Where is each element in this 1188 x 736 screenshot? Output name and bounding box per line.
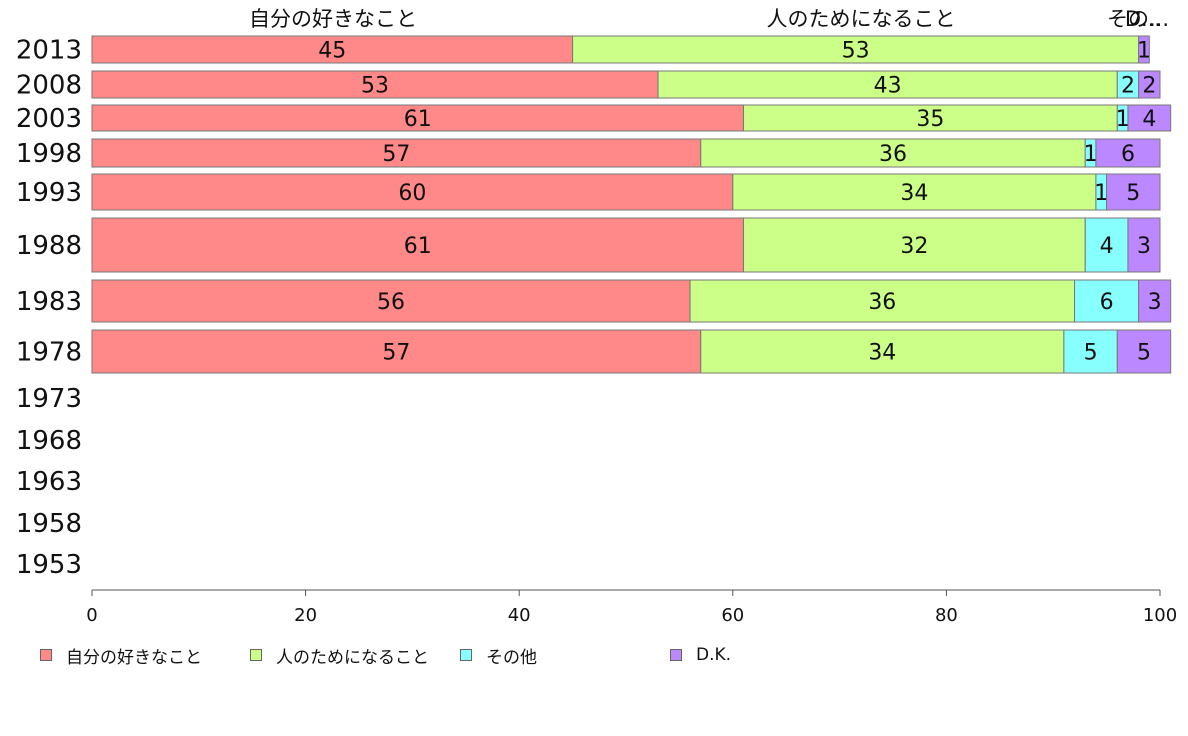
bar-1988-series-1	[742, 217, 1086, 273]
bar-2003-series-3	[1127, 104, 1172, 132]
bar-value-1998-series-3: 6	[1121, 142, 1135, 167]
bar-1978-series-0	[91, 329, 702, 374]
year-label-2013: 2013	[16, 36, 82, 66]
column-header-3: D...	[1125, 7, 1161, 31]
bar-value-2013-series-0: 45	[318, 39, 346, 64]
bar-value-1978-series-0: 57	[382, 341, 410, 366]
legend-swatch-dk	[670, 649, 682, 661]
year-label-1983: 1983	[16, 287, 82, 317]
bar-value-1983-series-1: 36	[868, 290, 896, 315]
bar-value-1993-series-3: 5	[1126, 181, 1140, 206]
bar-value-2013-series-3: 1	[1137, 39, 1151, 64]
column-header-1: 人のためになること	[767, 7, 956, 31]
bar-value-1978-series-3: 5	[1137, 341, 1151, 366]
x-tick-label-80: 80	[935, 605, 958, 626]
bar-value-1998-series-2: 1	[1084, 142, 1098, 167]
column-header-0: 自分の好きなこと	[249, 7, 417, 31]
bar-1988-series-0	[91, 217, 744, 273]
bar-1983-series-1	[689, 279, 1076, 323]
bar-1978-series-2	[1063, 329, 1118, 374]
year-label-1963: 1963	[16, 467, 82, 497]
bar-2013-series-0	[91, 35, 574, 64]
bar-value-1983-series-0: 56	[377, 290, 405, 315]
bar-1983-series-3	[1138, 279, 1172, 323]
bar-value-2008-series-2: 2	[1121, 74, 1135, 99]
bar-1988-series-2	[1084, 217, 1129, 273]
bar-value-2003-series-2: 1	[1116, 107, 1130, 132]
year-label-1998: 1998	[16, 139, 82, 169]
legend-item-like: 自分の好きなこと	[40, 643, 202, 668]
bar-2003-series-0	[91, 104, 744, 132]
bar-value-1988-series-0: 61	[404, 234, 432, 259]
bar-2008-series-0	[91, 70, 659, 99]
bar-value-2003-series-0: 61	[404, 107, 432, 132]
bar-value-1993-series-2: 1	[1094, 181, 1108, 206]
x-tick-label-20: 20	[294, 605, 317, 626]
legend-item-dk: D.K.	[670, 643, 731, 667]
bar-value-2003-series-1: 35	[916, 107, 944, 132]
bar-value-1988-series-2: 4	[1100, 234, 1114, 259]
year-label-2008: 2008	[16, 71, 82, 101]
bar-value-1983-series-2: 6	[1100, 290, 1114, 315]
x-tick-label-0: 0	[86, 605, 97, 626]
legend-swatch-other	[460, 649, 472, 661]
year-label-1953: 1953	[16, 550, 82, 580]
bar-value-1998-series-0: 57	[382, 142, 410, 167]
bar-2003-series-1	[742, 104, 1118, 132]
bar-value-1993-series-1: 34	[900, 181, 928, 206]
bar-1993-series-3	[1106, 173, 1161, 211]
bar-1998-series-3	[1095, 138, 1161, 168]
year-label-1988: 1988	[16, 231, 82, 261]
legend-swatch-others	[250, 649, 262, 661]
year-label-1978: 1978	[16, 338, 82, 368]
bar-2008-series-3	[1138, 70, 1161, 99]
bar-2008-series-1	[657, 70, 1118, 99]
bar-1983-series-0	[91, 279, 691, 323]
year-label-1958: 1958	[16, 509, 82, 539]
x-tick-label-100: 100	[1143, 605, 1177, 626]
bar-value-2008-series-0: 53	[361, 74, 389, 99]
bar-value-1983-series-3: 3	[1148, 290, 1162, 315]
year-label-2003: 2003	[16, 104, 82, 134]
legend-item-others: 人のためになること	[250, 643, 429, 668]
column-header-2: その...	[1107, 7, 1169, 31]
bar-1983-series-2	[1074, 279, 1140, 323]
x-tick-label-60: 60	[721, 605, 744, 626]
legend-label-other: その他	[486, 647, 537, 668]
legend-label-dk: D.K.	[696, 645, 732, 665]
year-label-1973: 1973	[16, 384, 82, 414]
bar-value-1978-series-2: 5	[1084, 341, 1098, 366]
bar-1993-series-1	[732, 173, 1097, 211]
bar-value-1988-series-1: 32	[900, 234, 928, 259]
year-label-1968: 1968	[16, 426, 82, 456]
bar-value-2003-series-3: 4	[1142, 107, 1156, 132]
bar-value-1998-series-1: 36	[879, 142, 907, 167]
x-tick-label-40: 40	[508, 605, 531, 626]
year-label-1993: 1993	[16, 178, 82, 208]
legend: 自分の好きなこと 人のためになること その他 D.K.	[40, 643, 1160, 668]
bar-1998-series-0	[91, 138, 702, 168]
bar-value-2013-series-1: 53	[842, 39, 870, 64]
bar-1988-series-3	[1127, 217, 1161, 273]
legend-item-other: その他	[460, 643, 537, 668]
bar-value-1978-series-1: 34	[868, 341, 896, 366]
legend-swatch-like	[40, 649, 52, 661]
bar-1978-series-3	[1116, 329, 1172, 374]
bar-2013-series-1	[572, 35, 1140, 64]
bar-value-1988-series-3: 3	[1137, 234, 1151, 259]
bar-value-1993-series-0: 60	[398, 181, 426, 206]
bar-value-2008-series-1: 43	[874, 74, 902, 99]
bar-value-2008-series-3: 2	[1142, 74, 1156, 99]
legend-label-like: 自分の好きなこと	[66, 647, 202, 668]
bar-2013-series-3	[1138, 35, 1150, 64]
legend-label-others: 人のためになること	[276, 647, 429, 668]
